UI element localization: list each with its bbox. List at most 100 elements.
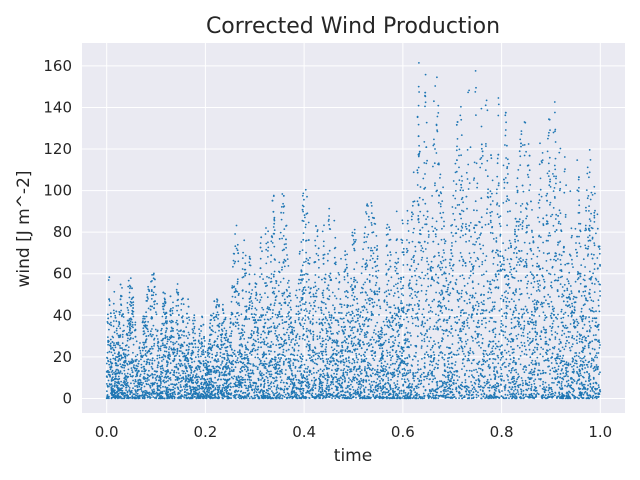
data-point [457, 341, 460, 344]
data-point [443, 242, 446, 245]
data-point [302, 292, 305, 294]
data-point [571, 345, 573, 348]
data-point [336, 379, 339, 382]
data-point [387, 382, 390, 385]
data-point [538, 206, 541, 209]
data-point [180, 394, 183, 396]
data-point [341, 378, 344, 381]
data-point [155, 293, 157, 296]
data-point [499, 215, 502, 218]
data-point [414, 294, 417, 297]
data-point [320, 312, 323, 314]
data-point [498, 205, 501, 207]
data-point [477, 363, 479, 366]
data-point [106, 321, 109, 323]
data-point [477, 383, 480, 386]
data-point [520, 133, 523, 136]
data-point [146, 380, 149, 382]
data-point [320, 306, 322, 309]
data-point [379, 337, 382, 340]
data-point [496, 213, 499, 216]
data-point [373, 290, 376, 293]
data-point [223, 327, 226, 330]
data-point [561, 346, 564, 349]
data-point [152, 291, 155, 294]
data-point [555, 359, 557, 362]
data-point [195, 373, 198, 375]
data-point [415, 296, 418, 298]
data-point [290, 341, 292, 343]
data-point [392, 319, 395, 322]
data-point [502, 324, 504, 327]
data-point [178, 350, 181, 352]
data-point [414, 245, 417, 248]
data-point [328, 207, 331, 210]
data-point [308, 278, 310, 281]
data-point [126, 306, 129, 309]
data-point [258, 358, 261, 361]
data-point [369, 364, 372, 366]
data-point [469, 274, 472, 277]
data-point [266, 311, 268, 314]
data-point [118, 321, 120, 323]
data-point [449, 264, 451, 267]
data-point [262, 338, 265, 341]
data-point [441, 352, 444, 355]
data-point [533, 303, 536, 305]
data-point [502, 355, 504, 358]
data-point [503, 187, 506, 189]
data-point [466, 207, 468, 210]
data-point [282, 348, 285, 351]
data-point [589, 390, 592, 392]
data-point [396, 287, 399, 290]
data-point [409, 371, 412, 373]
data-point [192, 388, 195, 391]
data-point [265, 248, 268, 251]
data-point [480, 232, 482, 235]
data-point [533, 351, 536, 354]
data-point [355, 314, 358, 316]
data-point [545, 299, 547, 302]
data-point [439, 268, 442, 271]
data-point [225, 332, 228, 335]
data-point [149, 386, 152, 389]
data-point [239, 336, 242, 338]
data-point [244, 378, 247, 381]
data-point [489, 280, 491, 283]
data-point [562, 378, 565, 381]
data-point [321, 278, 323, 281]
data-point [512, 359, 515, 362]
data-point [158, 376, 161, 379]
data-point [388, 239, 391, 241]
data-point [494, 327, 497, 330]
data-point [567, 314, 570, 317]
data-point [276, 325, 279, 327]
data-point [398, 390, 401, 392]
data-point [514, 217, 517, 220]
data-point [114, 375, 117, 378]
data-point [412, 213, 414, 216]
data-point [412, 231, 415, 234]
data-point [447, 371, 450, 374]
data-point [391, 321, 394, 324]
data-point [543, 280, 546, 283]
data-point [108, 328, 110, 331]
data-point [167, 379, 169, 382]
data-point [498, 333, 501, 336]
data-point [478, 265, 481, 268]
data-point [397, 257, 400, 260]
data-point [565, 361, 568, 364]
data-point [424, 186, 427, 189]
data-point [192, 319, 194, 322]
data-point [245, 397, 248, 399]
data-point [197, 346, 200, 349]
data-point [248, 306, 251, 309]
data-point [238, 332, 241, 335]
data-point [245, 311, 248, 313]
data-point [208, 340, 211, 342]
data-point [398, 308, 400, 311]
data-point [347, 381, 350, 384]
data-point [406, 304, 408, 306]
data-point [224, 334, 227, 337]
data-point [424, 322, 426, 325]
